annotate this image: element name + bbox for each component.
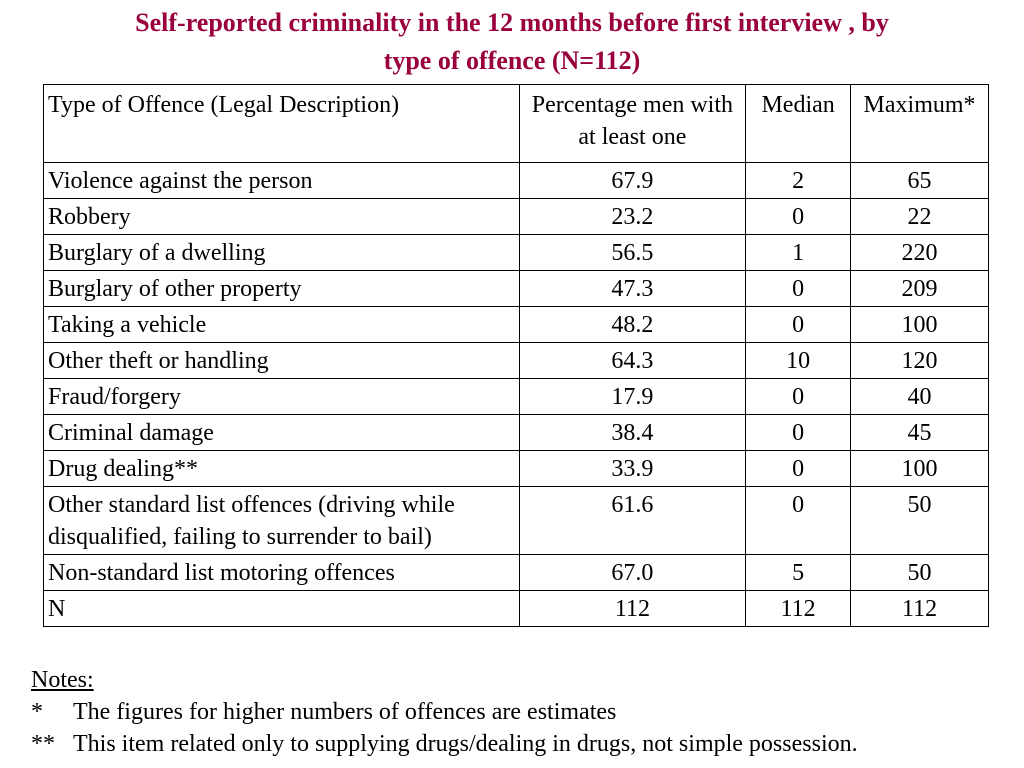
cell-median: 0 xyxy=(745,270,852,307)
cell-percentage: 17.9 xyxy=(518,378,747,415)
cell-percentage: 23.2 xyxy=(518,198,747,235)
table-row: Drug dealing** 33.9 0 100 xyxy=(43,450,989,487)
table-row: Non-standard list motoring offences 67.0 5… xyxy=(43,554,989,591)
cell-median: 2 xyxy=(745,162,852,199)
note-marker: ** xyxy=(31,731,55,757)
note-marker: * xyxy=(31,699,43,725)
cell-offence-type: Criminal damage xyxy=(43,414,520,451)
cell-median: 5 xyxy=(745,554,852,591)
cell-maximum: 22 xyxy=(850,198,989,235)
note-item: * The figures for higher numbers of offe… xyxy=(31,696,858,728)
offence-table: Type of Offence (Legal Description) Perc… xyxy=(43,84,989,627)
cell-median: 0 xyxy=(745,198,852,235)
cell-maximum: 50 xyxy=(850,554,989,591)
cell-maximum: 209 xyxy=(850,270,989,307)
table-row: N 112 112 112 xyxy=(43,590,989,627)
cell-offence-type: Drug dealing** xyxy=(43,450,520,487)
cell-percentage: 61.6 xyxy=(518,486,747,555)
cell-median: 1 xyxy=(745,234,852,271)
table-row: Fraud/forgery 17.9 0 40 xyxy=(43,378,989,415)
cell-offence-type: N xyxy=(43,590,520,627)
cell-median: 112 xyxy=(745,590,852,627)
note-text: This item related only to supplying drug… xyxy=(73,731,858,757)
table-header-row: Type of Offence (Legal Description) Perc… xyxy=(43,84,989,163)
cell-percentage: 38.4 xyxy=(518,414,747,451)
table-row: Taking a vehicle 48.2 0 100 xyxy=(43,306,989,343)
cell-percentage: 112 xyxy=(518,590,747,627)
cell-median: 0 xyxy=(745,486,852,555)
cell-offence-type: Taking a vehicle xyxy=(43,306,520,343)
cell-median: 10 xyxy=(745,342,852,379)
cell-maximum: 100 xyxy=(850,450,989,487)
table-row: Criminal damage 38.4 0 45 xyxy=(43,414,989,451)
title-line-1: Self-reported criminality in the 12 mont… xyxy=(135,8,889,37)
cell-percentage: 67.9 xyxy=(518,162,747,199)
header-maximum: Maximum* xyxy=(850,84,989,163)
notes-heading: Notes: xyxy=(31,667,94,693)
cell-maximum: 120 xyxy=(850,342,989,379)
table-row: Burglary of other property 47.3 0 209 xyxy=(43,270,989,307)
cell-offence-type: Robbery xyxy=(43,198,520,235)
cell-offence-type: Violence against the person xyxy=(43,162,520,199)
cell-median: 0 xyxy=(745,450,852,487)
cell-offence-type: Burglary of a dwelling xyxy=(43,234,520,271)
cell-offence-type: Other theft or handling xyxy=(43,342,520,379)
cell-maximum: 220 xyxy=(850,234,989,271)
cell-maximum: 100 xyxy=(850,306,989,343)
cell-offence-type: Fraud/forgery xyxy=(43,378,520,415)
page-title: Self-reported criminality in the 12 mont… xyxy=(0,4,1024,80)
table-row: Other theft or handling 64.3 10 120 xyxy=(43,342,989,379)
cell-offence-type: Burglary of other property xyxy=(43,270,520,307)
cell-percentage: 33.9 xyxy=(518,450,747,487)
note-text: The figures for higher numbers of offenc… xyxy=(73,699,617,725)
cell-maximum: 45 xyxy=(850,414,989,451)
header-percentage: Percentage men with at least one xyxy=(518,84,747,163)
table-row: Violence against the person 67.9 2 65 xyxy=(43,162,989,199)
cell-maximum: 112 xyxy=(850,590,989,627)
header-type: Type of Offence (Legal Description) xyxy=(43,84,520,163)
table-row: Burglary of a dwelling 56.5 1 220 xyxy=(43,234,989,271)
cell-percentage: 67.0 xyxy=(518,554,747,591)
cell-percentage: 56.5 xyxy=(518,234,747,271)
cell-maximum: 65 xyxy=(850,162,989,199)
cell-median: 0 xyxy=(745,378,852,415)
title-line-2: type of offence (N=112) xyxy=(383,46,641,75)
table-row: Other standard list offences (driving wh… xyxy=(43,486,989,555)
cell-maximum: 50 xyxy=(850,486,989,555)
cell-maximum: 40 xyxy=(850,378,989,415)
table-row: Robbery 23.2 0 22 xyxy=(43,198,989,235)
cell-median: 0 xyxy=(745,306,852,343)
notes-section: Notes: * The figures for higher numbers … xyxy=(31,664,858,760)
table-body: Violence against the person 67.9 2 65 Robber… xyxy=(43,162,989,627)
cell-percentage: 47.3 xyxy=(518,270,747,307)
cell-offence-type: Other standard list offences (driving wh… xyxy=(43,486,520,555)
cell-percentage: 48.2 xyxy=(518,306,747,343)
cell-percentage: 64.3 xyxy=(518,342,747,379)
note-item: ** This item related only to supplying d… xyxy=(31,728,858,760)
header-median: Median xyxy=(745,84,852,163)
cell-median: 0 xyxy=(745,414,852,451)
cell-offence-type: Non-standard list motoring offences xyxy=(43,554,520,591)
